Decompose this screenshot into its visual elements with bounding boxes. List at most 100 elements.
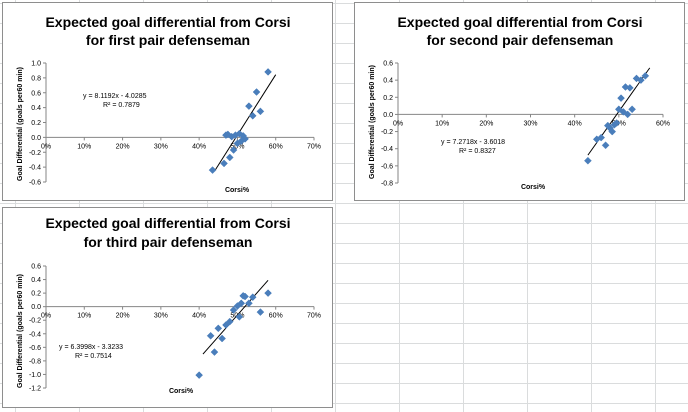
data-point[interactable] xyxy=(264,68,272,76)
x-tick-label: 30% xyxy=(154,313,168,320)
x-axis-title: Corsi% xyxy=(169,388,194,395)
x-tick-label: 20% xyxy=(479,120,493,127)
x-tick-label: 10% xyxy=(77,143,91,150)
data-point[interactable] xyxy=(225,317,234,326)
x-tick-label: 60% xyxy=(656,120,670,127)
chart-second-pair[interactable]: Expected goal differential from Corsi fo… xyxy=(354,2,685,201)
y-tick-label: 0.6 xyxy=(31,264,41,271)
data-point[interactable] xyxy=(608,127,617,136)
chart-title-line1: Expected goal differential from Corsi xyxy=(45,215,290,231)
y-tick-label: 0.0 xyxy=(31,304,41,311)
x-tick-label: 10% xyxy=(435,120,449,127)
x-tick-label: 70% xyxy=(307,313,321,320)
chart-third-pair[interactable]: Expected goal differential from Corsi fo… xyxy=(2,207,333,408)
trendline-equation: y = 8.1192x - 4.0285 xyxy=(83,93,147,100)
data-point[interactable] xyxy=(241,292,249,301)
y-tick-label: 1.0 xyxy=(31,61,41,68)
y-tick-label: 0.8 xyxy=(31,75,41,82)
y-tick-label: -0.2 xyxy=(29,150,41,157)
chart-title-line1: Expected goal differential from Corsi xyxy=(397,14,642,30)
y-tick-label: -1.0 xyxy=(29,372,41,379)
data-point[interactable] xyxy=(641,72,650,80)
data-point[interactable] xyxy=(252,88,261,96)
data-point[interactable] xyxy=(229,306,238,314)
data-point[interactable] xyxy=(229,146,238,154)
data-point[interactable] xyxy=(245,299,253,308)
y-tick-label: -0.6 xyxy=(29,180,41,187)
y-tick-label: -1.2 xyxy=(29,386,41,393)
data-point[interactable] xyxy=(206,331,215,340)
data-point[interactable] xyxy=(235,312,244,321)
y-axis-title: Goal Differential (goals per60 min) xyxy=(369,65,376,179)
y-axis-title: Goal Differential (goals per60 min) xyxy=(17,67,24,181)
y-tick-label: 0.2 xyxy=(31,291,41,298)
x-tick-label: 40% xyxy=(192,143,206,150)
data-point[interactable] xyxy=(208,166,217,174)
x-tick-label: 40% xyxy=(192,313,206,320)
x-tick-label: 20% xyxy=(116,313,130,320)
data-point[interactable] xyxy=(218,334,226,343)
y-tick-label: -0.4 xyxy=(29,165,41,172)
y-tick-label: 0.2 xyxy=(383,95,393,102)
x-tick-label: 60% xyxy=(269,143,283,150)
x-tick-label: 60% xyxy=(269,313,283,320)
data-point[interactable] xyxy=(626,84,634,92)
y-tick-label: -0.8 xyxy=(381,181,393,188)
y-tick-label: 0.0 xyxy=(383,112,393,119)
x-tick-label: 0% xyxy=(393,120,403,127)
x-tick-label: 0% xyxy=(41,143,51,150)
x-tick-label: 30% xyxy=(154,143,168,150)
data-point[interactable] xyxy=(214,324,223,333)
y-tick-label: 0.0 xyxy=(31,135,41,142)
y-tick-label: 0.4 xyxy=(31,277,41,284)
data-point[interactable] xyxy=(225,153,234,162)
chart-first-pair-svg: Expected goal differential from Corsi fo… xyxy=(17,14,321,194)
chart-title-line2: for first pair defenseman xyxy=(86,32,250,48)
y-tick-label: -0.6 xyxy=(29,345,41,352)
trendline-equation: y = 6.3998x - 3.3233 xyxy=(59,344,123,351)
data-point[interactable] xyxy=(256,107,265,116)
data-point[interactable] xyxy=(245,102,253,110)
data-point[interactable] xyxy=(597,133,606,142)
y-tick-label: 0.4 xyxy=(31,105,41,112)
data-point[interactable] xyxy=(264,289,272,297)
x-tick-label: 70% xyxy=(307,143,321,150)
data-point[interactable] xyxy=(210,348,219,356)
chart-first-pair[interactable]: Expected goal differential from Corsi fo… xyxy=(2,2,333,201)
data-point[interactable] xyxy=(637,76,645,84)
data-point[interactable] xyxy=(256,308,265,316)
y-tick-label: -0.8 xyxy=(29,358,41,365)
trendline-r-squared: R² = 0.7514 xyxy=(75,353,112,360)
data-point[interactable] xyxy=(241,135,249,143)
trendline xyxy=(214,74,277,172)
data-point[interactable] xyxy=(601,141,610,150)
data-point[interactable] xyxy=(248,293,257,302)
chart-title-line2: for third pair defenseman xyxy=(84,234,253,250)
data-point[interactable] xyxy=(628,105,636,114)
y-tick-label: -0.4 xyxy=(29,331,41,338)
trendline-r-squared: R² = 0.8327 xyxy=(459,148,496,155)
chart-title-line1: Expected goal differential from Corsi xyxy=(45,14,290,30)
trendline-r-squared: R² = 0.7879 xyxy=(103,102,140,109)
chart-third-pair-svg: Expected goal differential from Corsi fo… xyxy=(17,215,321,395)
data-point[interactable] xyxy=(612,119,621,127)
data-point[interactable] xyxy=(623,110,632,119)
chart-second-pair-svg: Expected goal differential from Corsi fo… xyxy=(369,14,670,191)
y-tick-label: -0.4 xyxy=(381,146,393,153)
x-tick-label: 20% xyxy=(116,143,130,150)
y-axis-title: Goal Differential (goals per60 min) xyxy=(17,274,24,388)
y-tick-label: -0.6 xyxy=(381,163,393,170)
data-point[interactable] xyxy=(220,159,228,168)
y-tick-label: 0.6 xyxy=(31,90,41,97)
data-point[interactable] xyxy=(617,94,625,102)
x-axis-title: Corsi% xyxy=(225,187,250,194)
x-tick-label: 10% xyxy=(77,313,91,320)
x-tick-label: 0% xyxy=(41,313,51,320)
x-tick-label: 40% xyxy=(568,120,582,127)
data-point[interactable] xyxy=(248,111,257,120)
x-axis-title: Corsi% xyxy=(521,184,546,191)
data-point[interactable] xyxy=(195,371,203,379)
data-point[interactable] xyxy=(237,299,246,308)
data-point[interactable] xyxy=(584,156,592,165)
trendline xyxy=(202,279,269,355)
